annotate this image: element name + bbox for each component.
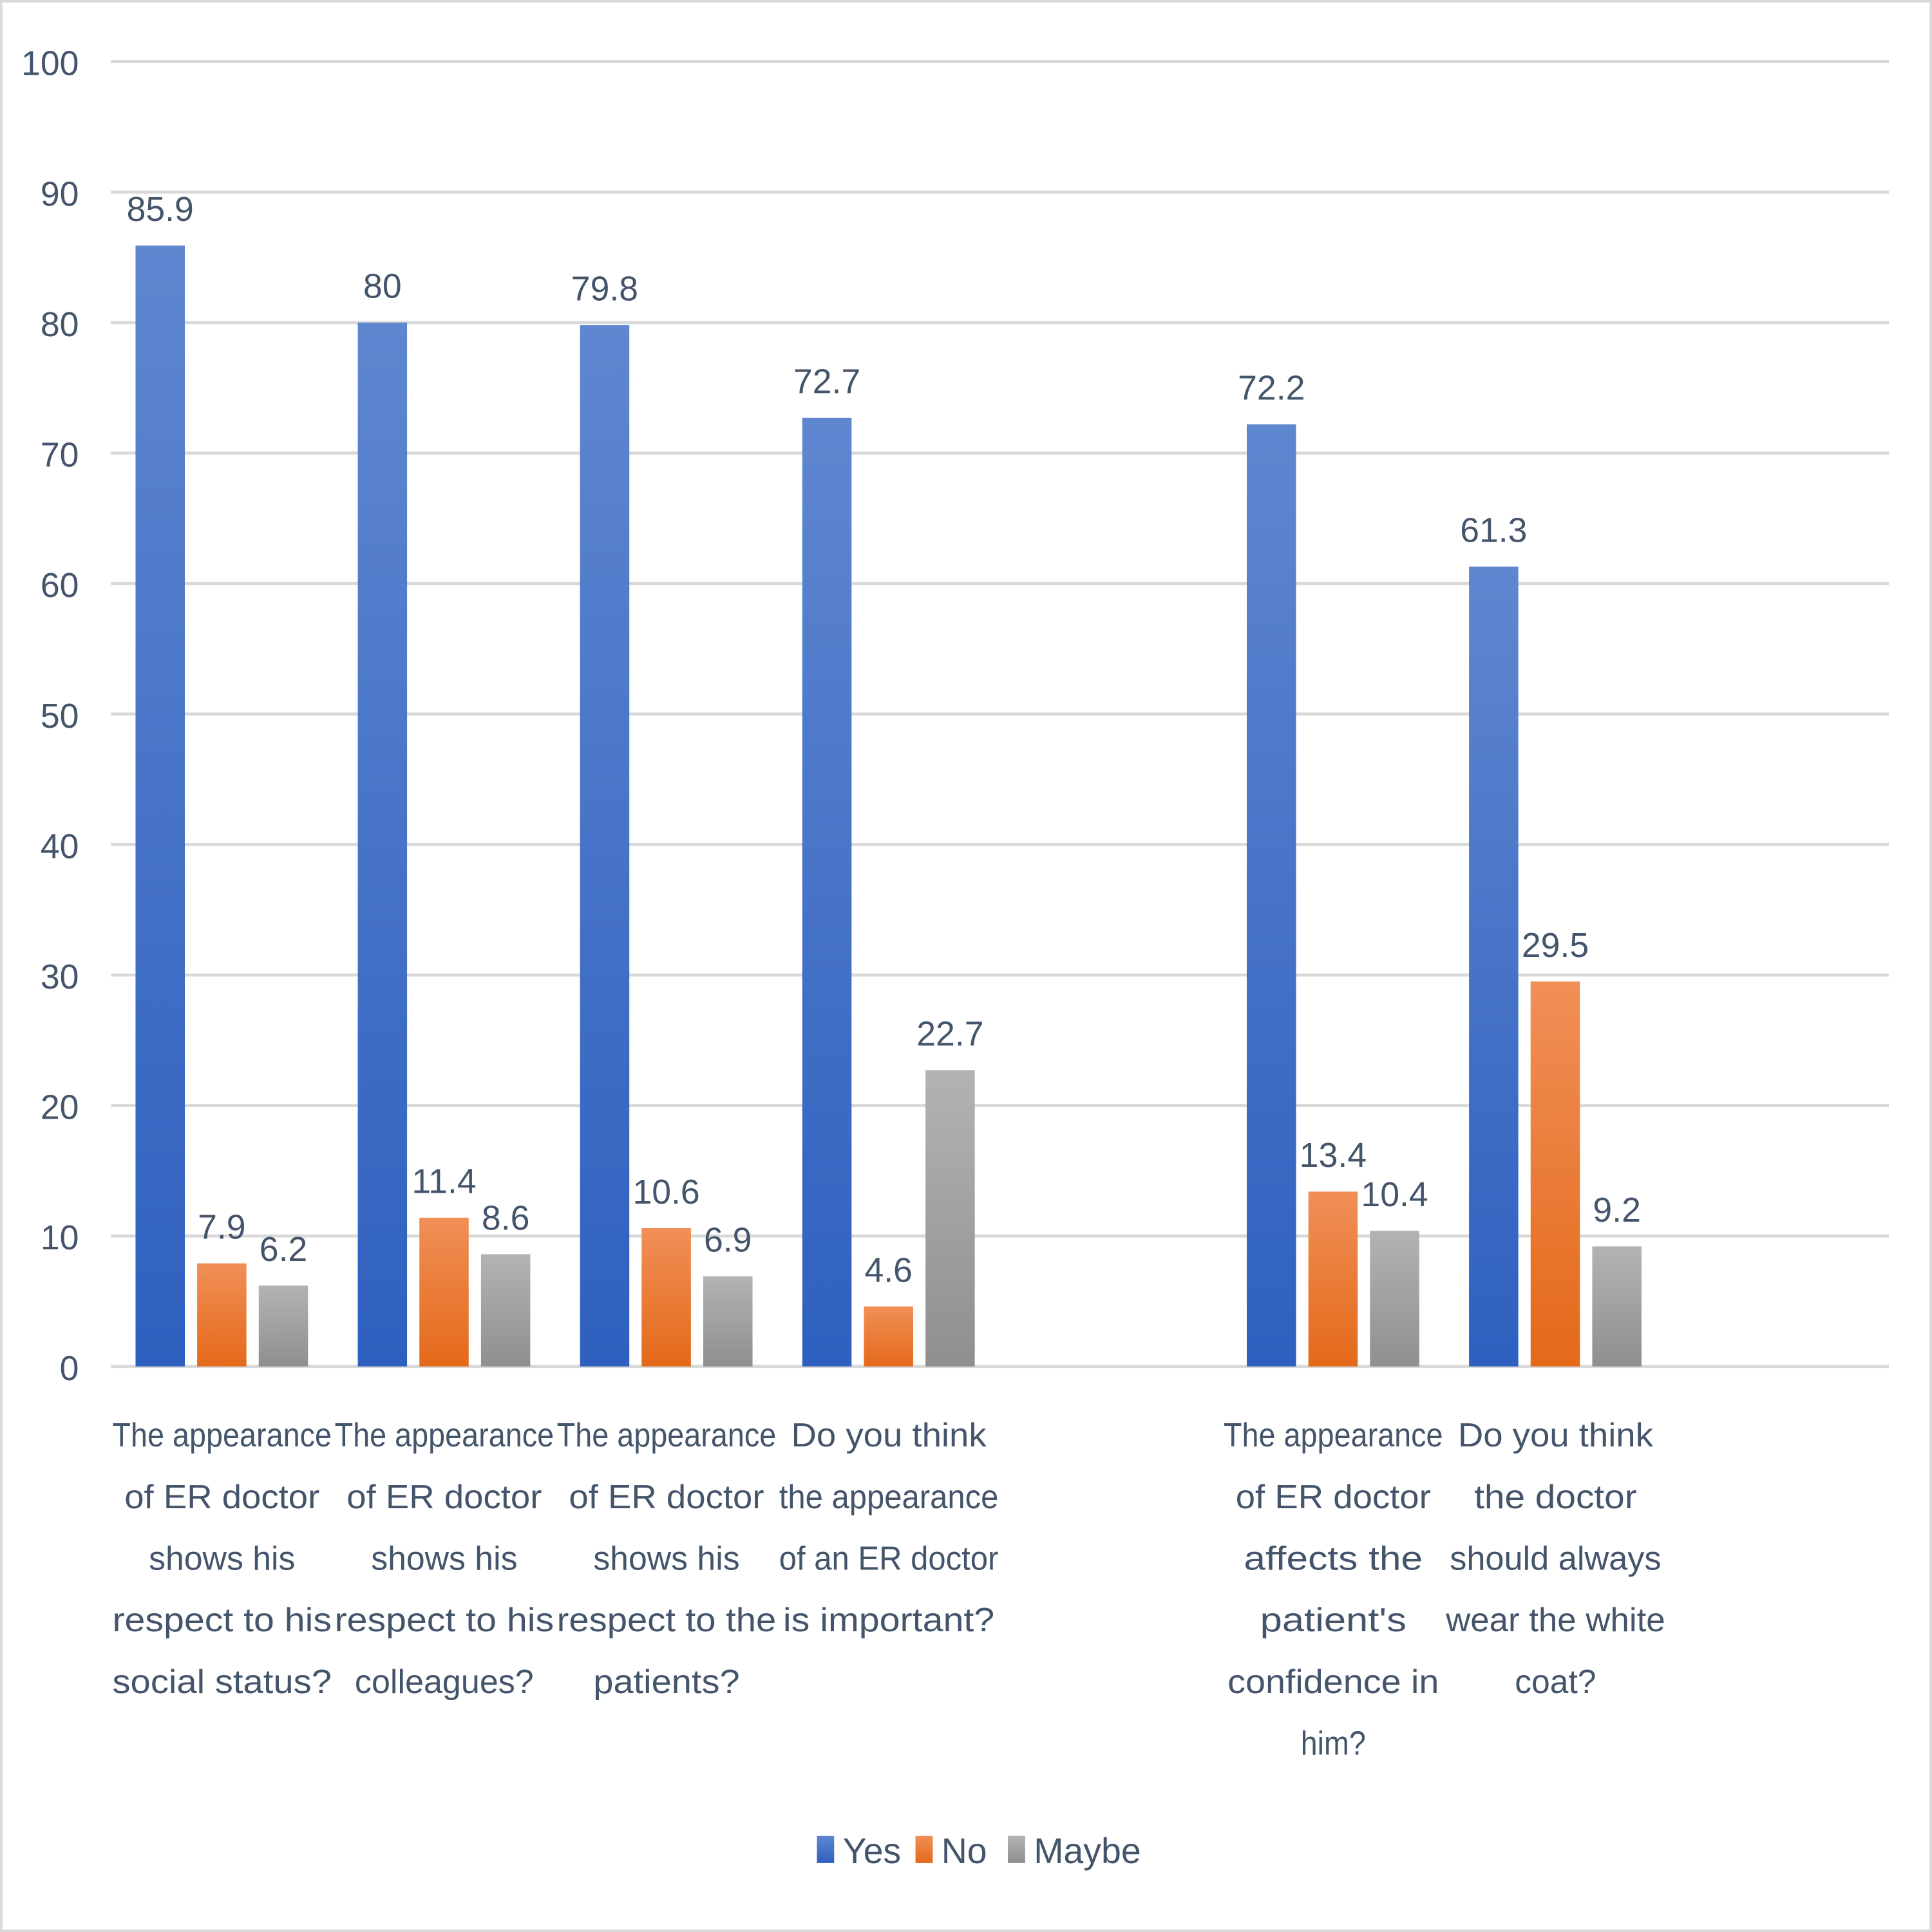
category-label: the appearance: [779, 1478, 999, 1515]
category-label: of an ER doctor: [779, 1539, 999, 1577]
category-label: Do you think: [791, 1416, 987, 1454]
data-label: 4.6: [864, 1251, 912, 1289]
data-label: 6.9: [704, 1222, 752, 1260]
category-label: him?: [1301, 1724, 1366, 1761]
bar-maybe: [480, 1254, 531, 1367]
category-label: respect to his: [335, 1601, 554, 1638]
bar-no: [197, 1263, 247, 1367]
category-label: The appearance: [335, 1416, 554, 1454]
category-label: the doctor: [1474, 1478, 1637, 1515]
data-label: 29.5: [1522, 927, 1589, 965]
y-tick-label: 30: [41, 958, 79, 996]
y-tick-label: 0: [60, 1350, 79, 1388]
category-label: wear the white: [1445, 1601, 1665, 1638]
legend-label: Maybe: [1034, 1831, 1141, 1871]
bar-yes: [1246, 424, 1296, 1367]
category-label: Do you think: [1458, 1416, 1653, 1454]
bar-no: [1308, 1191, 1358, 1367]
bar-yes: [802, 417, 852, 1367]
category-label: should always: [1450, 1539, 1661, 1577]
data-label: 10.4: [1361, 1176, 1428, 1214]
category-label: shows his: [149, 1539, 295, 1577]
category-label: The appearance: [1224, 1416, 1443, 1454]
bar-yes: [1469, 566, 1519, 1367]
data-label: 11.4: [412, 1163, 476, 1201]
y-tick-label: 80: [41, 306, 79, 344]
category-label: social status?: [112, 1663, 332, 1700]
legend-swatch-yes: [817, 1835, 835, 1863]
y-tick-label: 100: [21, 45, 79, 83]
y-tick-label: 70: [41, 437, 79, 475]
bar-maybe: [925, 1070, 975, 1367]
bar-no: [419, 1217, 469, 1367]
legend-swatch-maybe: [1008, 1835, 1025, 1863]
bar-no: [864, 1306, 913, 1367]
bar-yes: [357, 322, 408, 1367]
legend-label: Yes: [843, 1831, 902, 1871]
data-label: 9.2: [1593, 1191, 1640, 1229]
category-label: of ER doctor: [124, 1478, 319, 1515]
legend-swatch-no: [915, 1835, 933, 1863]
y-tick-label: 10: [41, 1219, 79, 1257]
category-label: colleagues?: [355, 1663, 534, 1700]
category-label: The appearance: [112, 1416, 332, 1454]
category-label: patient's: [1260, 1601, 1406, 1638]
y-tick-label: 20: [41, 1089, 79, 1127]
y-tick-label: 90: [41, 175, 79, 213]
category-label: shows his: [593, 1539, 739, 1577]
bar-no: [1530, 981, 1580, 1367]
y-tick-label: 40: [41, 828, 79, 866]
data-label: 8.6: [482, 1199, 529, 1237]
category-label: is important?: [783, 1601, 994, 1638]
data-label: 22.7: [916, 1016, 983, 1054]
bar-maybe: [1370, 1231, 1419, 1367]
bar-maybe: [258, 1285, 308, 1367]
category-label: of ER doctor: [569, 1478, 764, 1515]
data-label: 72.7: [793, 363, 860, 401]
category-label: respect to his: [112, 1601, 332, 1638]
bar-maybe: [703, 1276, 753, 1367]
data-label: 10.6: [632, 1173, 699, 1211]
data-label: 79.8: [571, 270, 638, 308]
data-label: 13.4: [1300, 1137, 1367, 1175]
bar-yes: [135, 245, 185, 1367]
legend-label: No: [942, 1831, 987, 1871]
category-label: shows his: [371, 1539, 517, 1577]
data-label: 85.9: [127, 191, 194, 229]
bar-yes: [580, 325, 630, 1367]
data-label: 72.2: [1238, 370, 1305, 408]
category-label: of ER doctor: [1236, 1478, 1431, 1515]
category-label: coat?: [1515, 1663, 1596, 1700]
data-label: 80: [363, 268, 402, 306]
y-tick-label: 60: [41, 567, 79, 605]
category-label: respect to the: [557, 1601, 777, 1638]
category-label: confidence in: [1227, 1663, 1439, 1700]
y-tick-label: 50: [41, 697, 79, 735]
category-label: The appearance: [557, 1416, 777, 1454]
category-label: patients?: [593, 1663, 739, 1700]
bar-maybe: [1592, 1246, 1642, 1367]
data-label: 7.9: [198, 1208, 245, 1246]
data-label: 6.2: [260, 1231, 307, 1269]
category-label: of ER doctor: [346, 1478, 542, 1515]
bar-no: [641, 1228, 691, 1367]
category-label: affects the: [1244, 1539, 1423, 1577]
data-label: 61.3: [1460, 512, 1527, 550]
